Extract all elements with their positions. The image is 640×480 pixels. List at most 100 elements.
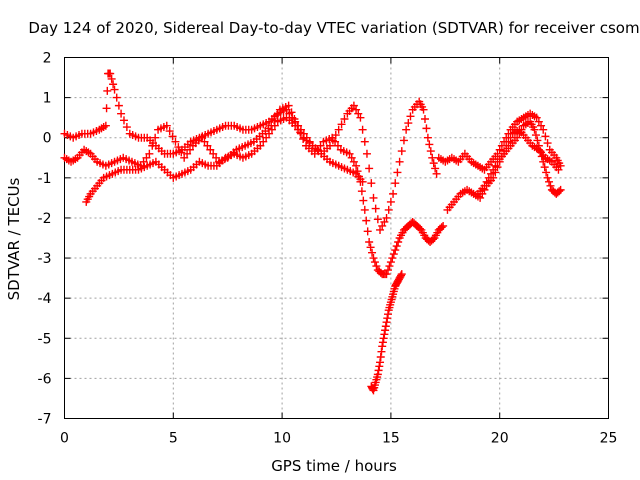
data-point — [397, 271, 406, 280]
data-point — [352, 161, 361, 170]
data-point — [328, 133, 337, 142]
data-point — [349, 157, 358, 166]
data-point — [168, 132, 177, 141]
data-point — [534, 117, 543, 126]
data-point — [380, 217, 389, 226]
data-point — [404, 119, 413, 128]
data-point — [432, 169, 441, 178]
data-point — [358, 177, 367, 186]
data-point — [545, 177, 554, 186]
data-point — [531, 131, 540, 140]
data-point — [110, 85, 119, 94]
data-point — [142, 153, 151, 162]
data-point — [267, 125, 276, 134]
data-point — [363, 227, 372, 236]
data-point — [162, 121, 171, 130]
data-point — [517, 125, 526, 134]
data-point — [259, 137, 268, 146]
data-point — [122, 123, 131, 132]
data-point — [429, 159, 438, 168]
data-point — [375, 362, 384, 371]
data-point — [389, 189, 398, 198]
data-point — [177, 148, 186, 157]
data-point — [530, 125, 539, 134]
y-tick-label: -2 — [38, 211, 52, 227]
data-point — [428, 235, 437, 244]
data-point — [354, 109, 363, 118]
data-point — [486, 169, 495, 178]
data-point — [554, 165, 563, 174]
data-point — [537, 152, 546, 161]
data-point — [504, 137, 513, 146]
data-point — [200, 137, 209, 146]
data-point — [536, 147, 545, 156]
data-point — [415, 224, 424, 233]
data-point — [119, 116, 128, 125]
data-point — [362, 216, 371, 225]
data-point — [107, 74, 116, 83]
data-point — [203, 141, 212, 150]
data-point — [368, 385, 377, 394]
data-point — [378, 221, 387, 230]
data-point — [265, 129, 274, 138]
data-point — [381, 326, 390, 335]
y-tick-labels: 2 1 0 -1 -2 -3 -4 -5 -6 -7 — [38, 51, 52, 428]
data-point — [373, 215, 382, 224]
data-point — [333, 141, 342, 150]
data-point — [532, 113, 541, 122]
data-point — [482, 177, 491, 186]
data-point — [537, 121, 546, 130]
y-tick-label: -1 — [38, 171, 52, 187]
data-point — [103, 86, 112, 95]
data-point — [484, 173, 493, 182]
data-point — [356, 113, 365, 122]
data-point — [331, 137, 340, 146]
data-point — [294, 125, 303, 134]
data-point — [420, 115, 429, 124]
data-point — [291, 121, 300, 130]
data-point — [515, 129, 524, 138]
data-point — [183, 149, 192, 158]
data-point — [347, 153, 356, 162]
axis-ticks — [64, 57, 609, 419]
data-point — [359, 196, 368, 205]
data-point — [376, 225, 385, 234]
data-point — [534, 141, 543, 150]
data-point — [145, 149, 154, 158]
data-point — [112, 93, 121, 102]
data-point — [491, 161, 500, 170]
data-point — [480, 181, 489, 190]
data-point — [371, 204, 380, 213]
data-point — [325, 141, 334, 150]
y-tick-label: -6 — [38, 371, 52, 387]
data-point — [369, 254, 378, 263]
data-point — [382, 213, 391, 222]
data-point — [256, 141, 265, 150]
data-point — [174, 143, 183, 152]
data-point — [106, 69, 115, 78]
data-point — [349, 101, 358, 110]
data-point — [383, 266, 392, 275]
data-point — [391, 246, 400, 255]
series-track-3 — [82, 113, 367, 206]
data-point — [380, 330, 389, 339]
data-points — [60, 69, 565, 395]
data-point — [542, 168, 551, 177]
data-point — [381, 322, 390, 331]
data-point — [419, 105, 428, 114]
data-point — [378, 342, 387, 351]
data-point — [114, 101, 123, 110]
data-point — [299, 135, 308, 144]
data-point — [399, 136, 408, 145]
series-track-5 — [434, 109, 565, 174]
data-point — [393, 168, 402, 177]
data-point — [489, 165, 498, 174]
data-point — [340, 115, 349, 124]
data-point — [296, 129, 305, 138]
data-point — [406, 112, 415, 121]
y-tick-label: 1 — [43, 91, 52, 107]
data-point — [382, 270, 391, 279]
data-point — [377, 347, 386, 356]
